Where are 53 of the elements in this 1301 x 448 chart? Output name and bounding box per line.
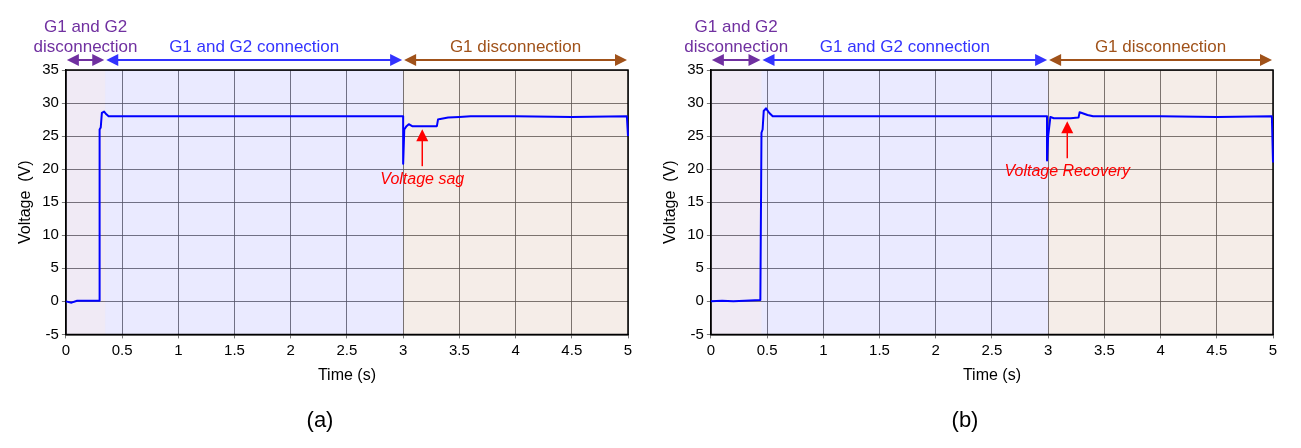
y-tick-label: 5: [50, 258, 59, 276]
x-tick-label: 4: [511, 340, 520, 358]
band-label: G1 disconnection: [1094, 37, 1227, 56]
x-tick-label: 0: [706, 340, 716, 358]
y-tick-label: 15: [687, 192, 704, 210]
y-tick-label: 15: [42, 192, 59, 210]
x-tick-label: 1.5: [224, 340, 245, 358]
band-label: G1 and G2 disconnection: [33, 17, 138, 56]
x-tick-label: 3.5: [1093, 340, 1115, 358]
x-tick-label: 5: [1268, 340, 1278, 358]
x-tick-label: 4.5: [561, 340, 583, 358]
x-tick-label: 3: [398, 340, 408, 358]
x-tick-label: 5: [623, 340, 633, 358]
x-tick-label: 2.5: [981, 340, 1003, 358]
y-tick-label: 25: [42, 126, 59, 144]
y-tick-label: 35: [687, 60, 704, 78]
y-tick-label: -5: [45, 324, 59, 342]
y-tick-label: 30: [42, 93, 59, 111]
y-tick-label: -5: [690, 324, 704, 342]
y-tick-label: 0: [50, 291, 59, 309]
x-tick-label: 0.5: [111, 340, 133, 358]
band-label: G1 and G2 connection: [819, 37, 990, 56]
x-tick-label: 3.5: [448, 340, 470, 358]
x-tick-label: 2: [931, 340, 940, 358]
y-axis-title: Voltage (V): [661, 160, 679, 244]
x-tick-label: 3: [1043, 340, 1053, 358]
band-label: G1 disconnection: [449, 37, 582, 56]
x-tick-label: 2.5: [336, 340, 358, 358]
y-axis-title: Voltage (V): [16, 160, 34, 244]
y-tick-label: 25: [687, 126, 704, 144]
text: (b): [951, 406, 979, 432]
annotation: Voltage sag: [380, 169, 465, 187]
y-tick-label: 35: [42, 60, 59, 78]
x-axis-title: Time (s): [317, 366, 376, 384]
x-tick-label: 4: [1156, 340, 1165, 358]
x-tick-label: 0.5: [756, 340, 778, 358]
x-tick-label: 4.5: [1206, 340, 1228, 358]
band-label: G1 and G2 disconnection: [684, 17, 789, 56]
text: (a): [306, 406, 334, 432]
x-tick-label: 1: [174, 340, 183, 358]
y-tick-label: 30: [687, 93, 704, 111]
y-tick-label: 5: [695, 258, 704, 276]
y-tick-label: 0: [695, 291, 704, 309]
y-tick-label: 10: [687, 225, 704, 243]
y-tick-label: 20: [687, 159, 704, 177]
y-tick-label: 10: [42, 225, 59, 243]
x-tick-label: 0: [61, 340, 71, 358]
x-tick-label: 1.5: [869, 340, 890, 358]
band-label: G1 and G2 connection: [169, 37, 340, 56]
x-axis-title: Time (s): [962, 366, 1021, 384]
x-tick-label: 1: [819, 340, 828, 358]
x-tick-label: 2: [286, 340, 295, 358]
y-tick-label: 20: [42, 159, 59, 177]
